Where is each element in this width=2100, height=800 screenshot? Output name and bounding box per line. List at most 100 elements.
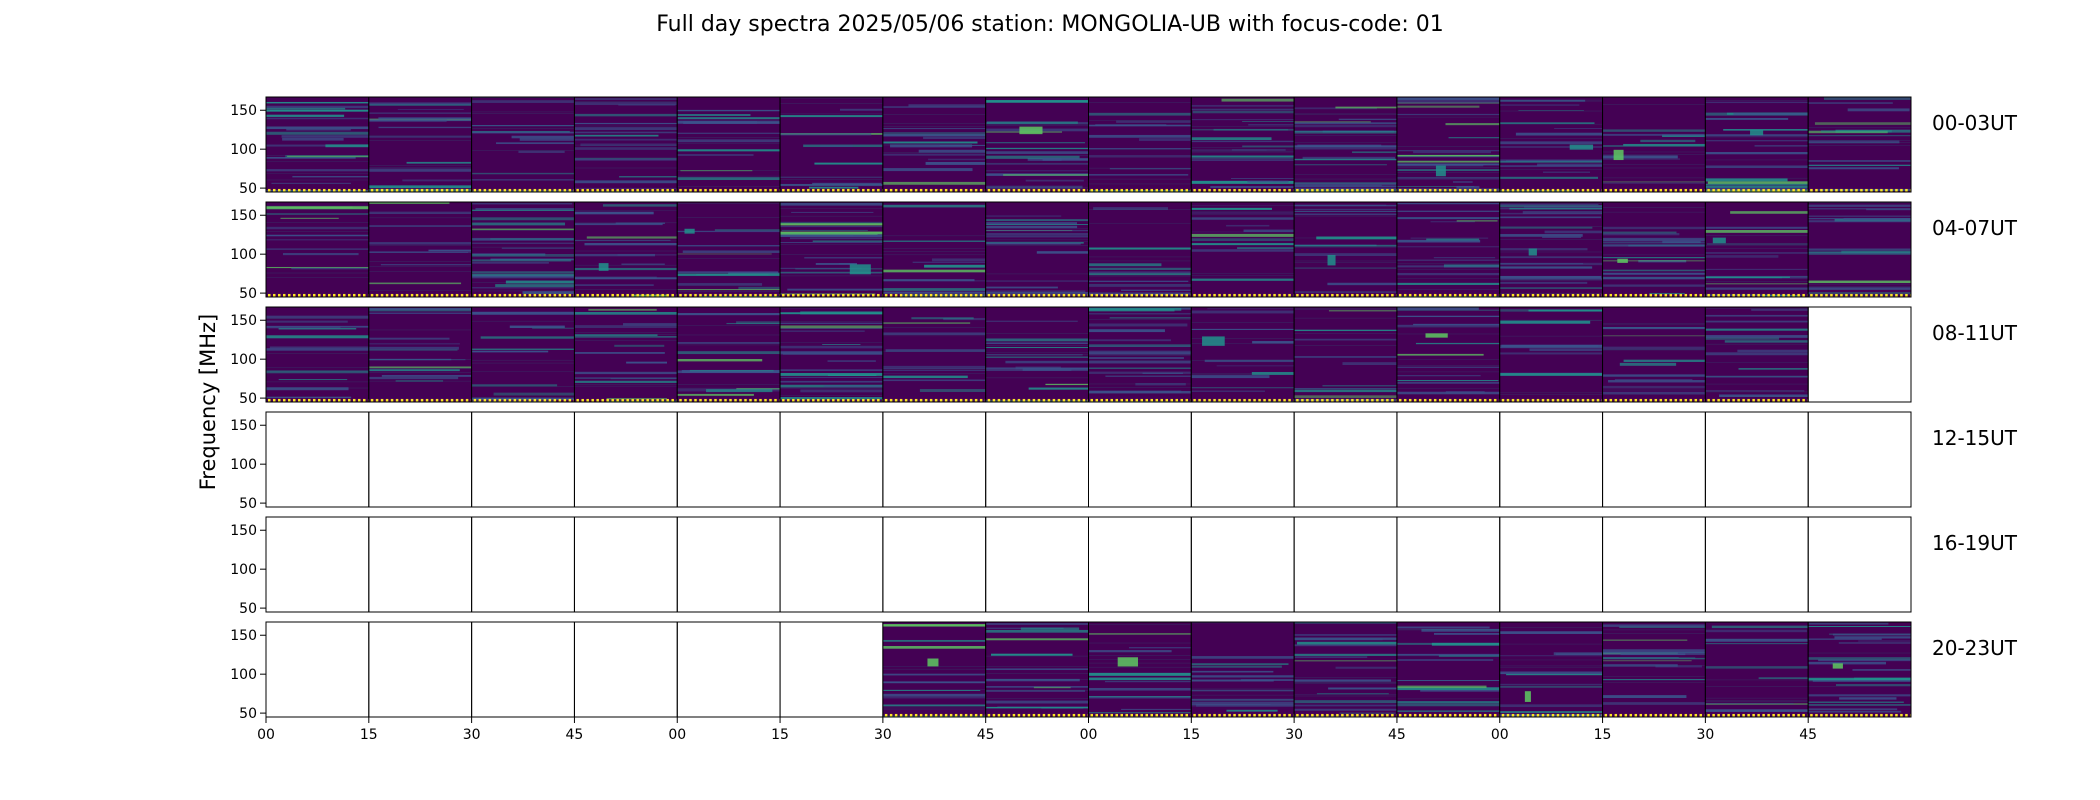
spectrum-panel	[882, 202, 986, 297]
x-tick-label: 15	[1594, 727, 1612, 743]
panel-frame	[265, 621, 370, 718]
spectrum-panel	[574, 202, 678, 297]
x-tick-label: 00	[1491, 727, 1509, 743]
panel-frame	[1807, 306, 1912, 403]
spectra-row: 50 100 150 16-19UT	[230, 516, 2018, 617]
panel-frame	[985, 411, 1089, 508]
x-tick-label: 15	[360, 727, 378, 743]
spectrum-panel	[1396, 202, 1500, 297]
spectrum-panel	[1602, 622, 1706, 717]
y-tick-label: 100	[230, 142, 257, 158]
spectrum-panel	[471, 307, 575, 402]
x-tick-label: 30	[463, 727, 481, 743]
spectra-row: 50 100 150 04-07UT	[230, 201, 2018, 302]
panel-frame	[1499, 516, 1604, 613]
spectrum-panel	[677, 202, 781, 297]
spectrum-panel	[1705, 202, 1809, 297]
spectrum-panel	[1396, 307, 1500, 402]
panel-frame	[1704, 411, 1809, 508]
x-axis: 00 15 30 45 00 15 30 45 00 15 30 45 00 15 30 45	[257, 717, 1817, 743]
chart-title: Full day spectra 2025/05/06 station: MON…	[656, 12, 1444, 37]
y-tick-label: 50	[239, 706, 257, 722]
x-tick-label: 30	[874, 727, 892, 743]
spectra-row: 50 100 150 08-11UT	[230, 306, 2018, 407]
spectrum-panel	[368, 97, 472, 192]
spectrum-panel	[368, 202, 472, 297]
spectrum-panel	[780, 202, 883, 297]
panel-frame	[1499, 411, 1604, 508]
y-tick-label: 150	[230, 313, 257, 329]
spectrum-panel	[1191, 202, 1295, 297]
spectrum-panel	[1396, 622, 1500, 717]
panel-frame	[1807, 516, 1912, 613]
spectra-row: 50 100 150 12-15UT	[230, 411, 2018, 512]
row-time-label: 04-07UT	[1932, 216, 2018, 240]
y-tick-label: 100	[230, 457, 257, 473]
panel-frame	[573, 621, 678, 718]
spectrum-panel	[1602, 307, 1706, 402]
y-tick-label: 50	[239, 391, 257, 407]
x-tick-label: 45	[1388, 727, 1406, 743]
panel-frame	[1088, 411, 1192, 508]
panel-frame	[676, 516, 781, 613]
panel-frame	[368, 411, 473, 508]
panel-frame	[265, 411, 370, 508]
panel-frame	[471, 516, 575, 613]
x-tick-label: 30	[1285, 727, 1303, 743]
spectrum-panel	[882, 97, 986, 192]
y-tick-label: 150	[230, 628, 257, 644]
x-tick-label: 00	[257, 727, 275, 743]
y-tick-label: 150	[230, 523, 257, 539]
spectrum-panel	[1191, 97, 1295, 192]
panel-frame	[1807, 201, 1912, 298]
spectrum-panel	[985, 97, 1089, 192]
y-tick-label: 100	[230, 247, 257, 263]
spectrum-panel	[1499, 307, 1603, 402]
panel-frame	[471, 411, 575, 508]
spectrum-panel	[1705, 307, 1809, 402]
spectrum-panel	[1602, 202, 1706, 297]
spectrum-panel	[368, 307, 472, 402]
panel-frame	[1088, 516, 1192, 613]
panel-frame	[779, 411, 884, 508]
panel-frame	[1293, 516, 1398, 613]
panel-frame	[676, 411, 781, 508]
panel-frame	[882, 516, 987, 613]
spectrum-panel	[1602, 97, 1706, 192]
x-tick-label: 00	[668, 727, 686, 743]
panel-frame	[676, 621, 781, 718]
panel-frame	[1396, 516, 1501, 613]
x-tick-label: 00	[1080, 727, 1098, 743]
panel-frame	[1602, 411, 1706, 508]
x-tick-label: 45	[1799, 727, 1817, 743]
spectrum-panel	[882, 622, 986, 717]
spectrum-panel	[1499, 97, 1603, 192]
spectrum-panel	[985, 622, 1089, 717]
panel-frame	[1807, 411, 1912, 508]
x-tick-label: 15	[771, 727, 789, 743]
spectrum-panel	[266, 307, 369, 402]
spectrum-panel	[1088, 97, 1192, 192]
spectrum-panel	[1088, 307, 1192, 402]
spectrum-panel	[1499, 202, 1603, 297]
y-tick-label: 150	[230, 103, 257, 119]
panel-frame	[368, 516, 473, 613]
y-tick-label: 100	[230, 352, 257, 368]
spectrum-panel	[1705, 622, 1809, 717]
spectrum-panel	[1294, 202, 1397, 297]
spectrum-panel	[1191, 622, 1295, 717]
panel-frame	[265, 516, 370, 613]
panel-frame	[985, 516, 1089, 613]
y-tick-label: 50	[239, 286, 257, 302]
spectrum-panel	[1705, 97, 1809, 192]
spectrum-panel	[882, 307, 986, 402]
spectrum-panel	[266, 97, 369, 192]
x-tick-label: 45	[977, 727, 995, 743]
spectra-row: 50 100 150 00-03UT	[230, 96, 2018, 197]
spectrum-panel	[1499, 622, 1603, 717]
spectrum-panel	[985, 307, 1089, 402]
y-tick-label: 50	[239, 601, 257, 617]
row-time-label: 16-19UT	[1932, 531, 2018, 555]
spectrum-panel	[1191, 307, 1295, 402]
